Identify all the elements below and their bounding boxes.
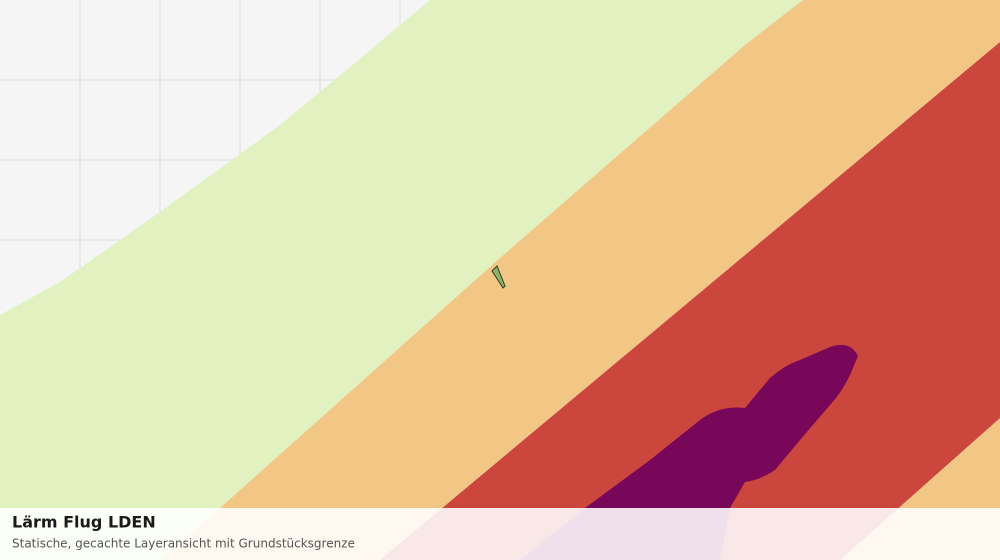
layer-subtitle: Statische, gecachte Layeransicht mit Gru… bbox=[12, 537, 355, 551]
noise-zone-medium bbox=[160, 0, 1000, 560]
noise-zone-very-high bbox=[520, 344, 858, 560]
noise-zone-low bbox=[0, 0, 803, 560]
parcel-boundary[interactable] bbox=[491, 265, 506, 289]
noise-zone-high bbox=[380, 42, 1000, 560]
info-panel bbox=[0, 508, 1000, 560]
layer-title: Lärm Flug LDEN bbox=[12, 513, 156, 532]
